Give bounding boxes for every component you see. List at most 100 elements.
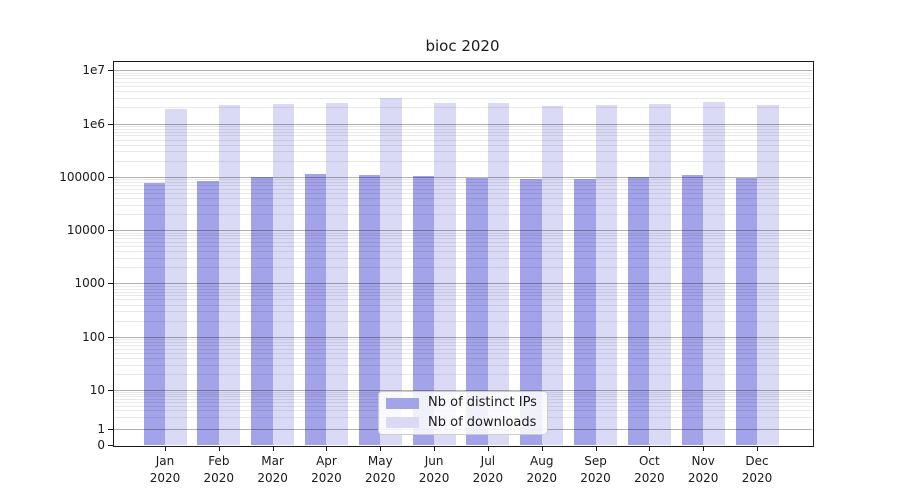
x-tick-label-year: 2020 (257, 471, 288, 485)
bar-downloads-mar (272, 103, 295, 445)
chart-title: bioc 2020 (425, 37, 500, 55)
gridline-minor (114, 181, 812, 183)
x-tick-label-month: Sep (584, 454, 607, 468)
x-tick-mark (757, 446, 758, 451)
bar-downloads-jul (487, 103, 510, 445)
x-tick-mark (218, 446, 220, 451)
gridline-minor (114, 214, 812, 216)
gridline-minor (114, 257, 812, 259)
gridline-minor (114, 128, 812, 130)
gridline-major (114, 336, 812, 338)
x-tick-label-month: Dec (745, 454, 769, 468)
gridline-minor (114, 131, 812, 133)
y-tick-mark (108, 176, 113, 178)
gridline-minor (114, 139, 812, 141)
bar-distinct-ips-dec (735, 177, 757, 445)
x-tick-mark (703, 446, 705, 451)
x-tick-label-year: 2020 (203, 471, 235, 485)
gridline-minor (114, 86, 812, 88)
x-tick-label-month: Aug (530, 454, 554, 468)
gridline-minor (114, 75, 812, 77)
x-tick-mark (326, 446, 328, 451)
gridline-minor (114, 341, 812, 343)
x-tick-mark (595, 446, 597, 451)
y-tick-label: 100 (82, 329, 105, 344)
legend: Nb of distinct IPs Nb of downloads (378, 391, 548, 435)
y-tick-label: 1e7 (82, 63, 105, 78)
gridline-minor (114, 232, 812, 234)
gridline-minor (114, 267, 812, 269)
y-tick-label: 100000 (59, 169, 105, 184)
x-tick-label-month: Mar (261, 454, 284, 468)
gridline-minor (114, 288, 812, 290)
y-tick-mark (108, 70, 113, 72)
gridline-major (114, 176, 812, 178)
gridline-minor (114, 192, 812, 194)
x-tick-label-year: 2020 (741, 471, 773, 485)
legend-item-downloads: Nb of downloads (379, 414, 547, 431)
x-tick-mark (541, 446, 543, 451)
x-tick-mark (272, 446, 274, 451)
gridline-minor (114, 107, 812, 109)
gridline-minor (114, 125, 812, 127)
x-tick-label-month: Apr (316, 454, 337, 468)
x-tick-label-year: 2020 (364, 471, 396, 485)
bar-distinct-ips-aug (520, 179, 542, 445)
gridline-major (114, 70, 812, 72)
x-tick-label-year: 2020 (580, 471, 611, 485)
bar-distinct-ips-sep (574, 179, 596, 445)
legend-swatch-downloads (386, 417, 419, 429)
bar-downloads-jun (434, 103, 456, 445)
y-tick-label: 0 (97, 438, 105, 452)
y-tick-label: 1 (97, 422, 105, 436)
gridline-minor (114, 299, 812, 301)
x-tick-label-year: 2020 (472, 471, 504, 485)
x-tick-label-month: May (367, 454, 393, 468)
gridline-major (114, 283, 812, 285)
gridline-minor (114, 235, 812, 237)
gridline-minor (114, 241, 812, 243)
x-tick-mark (487, 446, 489, 451)
gridline-minor (114, 185, 812, 187)
bar-distinct-ips-oct (627, 177, 650, 445)
bar-distinct-ips-may (358, 175, 381, 445)
y-tick-mark (108, 336, 113, 338)
bar-distinct-ips-jun (412, 176, 435, 445)
x-tick-label-year: 2020 (526, 471, 557, 485)
gridline-minor (114, 295, 812, 297)
gridline-minor (114, 304, 812, 306)
legend-item-distinct-ips: Nb of distinct IPs (379, 395, 547, 412)
gridline-minor (114, 339, 812, 341)
gridline-minor (114, 144, 812, 146)
gridline-minor (114, 357, 812, 359)
y-tick-label: 10000 (66, 223, 105, 238)
gridline-minor (114, 344, 812, 346)
gridline-minor (114, 179, 812, 181)
bar-distinct-ips-nov (681, 175, 704, 445)
bar-downloads-feb (218, 104, 241, 445)
y-tick-label: 1e6 (82, 116, 105, 131)
bar-distinct-ips-mar (251, 176, 273, 445)
x-tick-label-year: 2020 (687, 471, 719, 485)
gridline-minor (114, 135, 812, 137)
x-tick-label-year: 2020 (418, 471, 450, 485)
gridline-minor (114, 348, 812, 350)
gridline-minor (114, 72, 812, 74)
gridline-minor (114, 98, 812, 100)
gridline-minor (114, 160, 812, 162)
x-tick-label-year: 2020 (634, 471, 665, 485)
y-tick-mark (108, 390, 113, 391)
x-tick-mark (380, 446, 382, 451)
gridline-major (114, 390, 812, 391)
gridline-minor (114, 373, 812, 375)
y-tick-mark (108, 445, 113, 446)
bar-distinct-ips-jan (143, 183, 165, 445)
gridline-minor (114, 246, 812, 248)
x-tick-mark (165, 446, 166, 451)
x-tick-label-year: 2020 (311, 471, 342, 485)
gridline-major (114, 123, 812, 125)
bar-downloads-nov (703, 101, 725, 445)
